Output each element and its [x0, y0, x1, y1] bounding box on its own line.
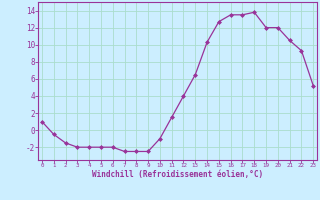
X-axis label: Windchill (Refroidissement éolien,°C): Windchill (Refroidissement éolien,°C)	[92, 170, 263, 179]
